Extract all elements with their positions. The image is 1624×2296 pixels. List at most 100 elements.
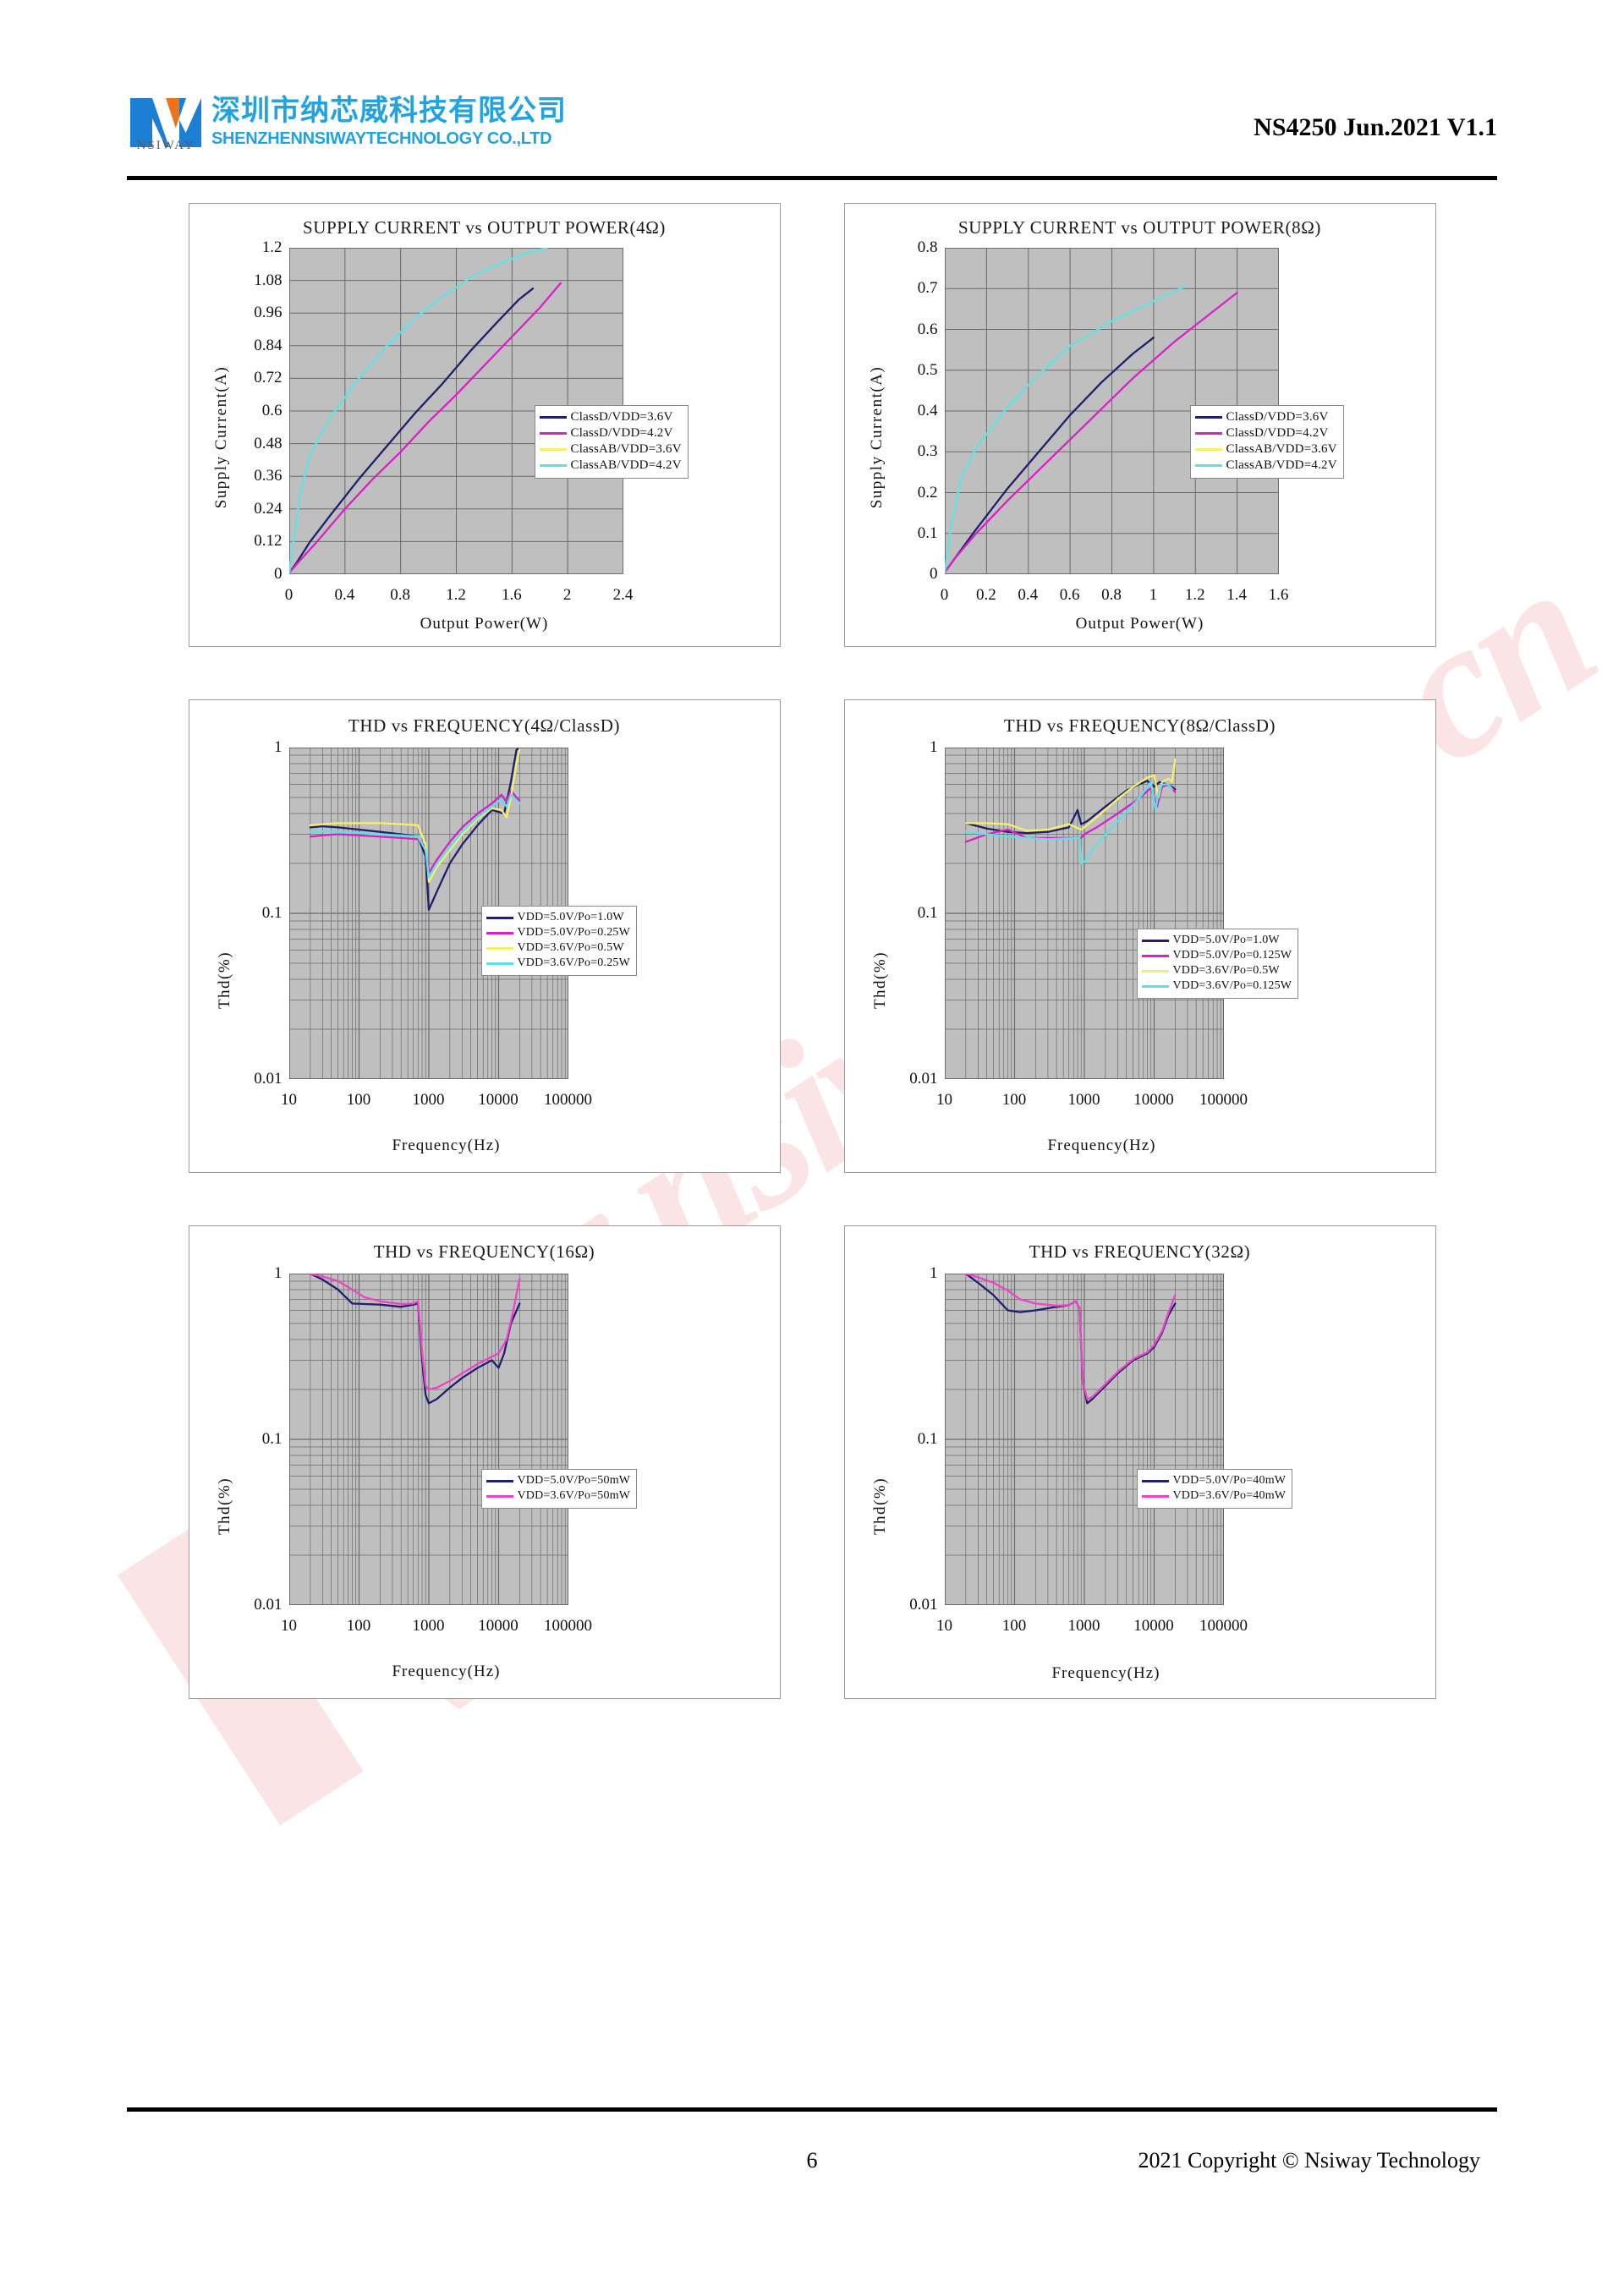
- legend-item: VDD=5.0V/Po=0.25W: [486, 925, 631, 940]
- x-axis-tick: 1.2: [446, 586, 466, 604]
- chart-title: SUPPLY CURRENT vs OUTPUT POWER(8Ω): [957, 217, 1322, 238]
- chart-legend: VDD=5.0V/Po=50mW VDD=3.6V/Po=50mW: [480, 1469, 638, 1509]
- y-axis-tick: 1: [274, 738, 283, 756]
- chart-xlabel: Frequency(Hz): [1051, 1664, 1160, 1682]
- x-axis-tick: 100000: [544, 1617, 592, 1635]
- y-axis-tick: 0.8: [917, 238, 938, 256]
- page-header: NSIWAY 深圳市纳芯威科技有限公司 SHENZHENNSIWAYTECHNO…: [127, 95, 1497, 173]
- chart-panel-supply-current-8ohm: SUPPLY CURRENT vs OUTPUT POWER(8Ω) Suppl…: [843, 203, 1436, 647]
- chart-title: SUPPLY CURRENT vs OUTPUT POWER(4Ω): [302, 217, 667, 238]
- page-footer: 6 2021 Copyright © Nsiway Technology: [127, 2148, 1497, 2182]
- chart-xlabel: Frequency(Hz): [392, 1137, 501, 1154]
- chart-ylabel: Thd(%): [215, 1477, 233, 1536]
- y-axis-tick: 0.6: [261, 402, 283, 419]
- x-axis-tick: 0: [284, 586, 294, 604]
- chart-ylabel: Thd(%): [215, 951, 233, 1010]
- y-axis-tick: 0.1: [917, 523, 938, 542]
- chart-panel-thd-8ohm-classd: THD vs FREQUENCY(8Ω/ClassD) Thd(%) 0.01 0…: [843, 699, 1436, 1173]
- y-axis-tick: 0.1: [917, 1430, 938, 1448]
- x-axis-tick: 0: [940, 586, 949, 604]
- chart-legend: ClassD/VDD=3.6V ClassD/VDD=4.2V ClassAB/VD…: [1189, 405, 1344, 479]
- legend-item: VDD=5.0V/Po=0.125W: [1141, 948, 1292, 963]
- x-axis-tick: 100: [1001, 1091, 1027, 1109]
- legend-item: VDD=3.6V/Po=0.5W: [1141, 963, 1292, 978]
- legend-color-swatch: [1194, 432, 1222, 435]
- x-axis-tick: 10: [936, 1617, 952, 1635]
- legend-label: ClassD/VDD=3.6V: [570, 410, 673, 424]
- y-axis-tick: 0.3: [917, 442, 938, 461]
- legend-color-swatch: [539, 464, 567, 467]
- x-axis-tick: 0.4: [1018, 586, 1039, 604]
- x-axis-tick: 10: [936, 1091, 952, 1109]
- x-axis-tick: 1.2: [1184, 586, 1205, 604]
- legend-color-swatch: [486, 962, 513, 965]
- x-axis-tick: 0.4: [334, 586, 355, 604]
- charts-row-3: THD vs FREQUENCY(16Ω) Thd(%) 0.01 0.1 1 10…: [0, 1225, 1624, 1699]
- x-axis-tick: 10: [281, 1617, 297, 1635]
- x-axis-tick: 10000: [1133, 1617, 1174, 1635]
- y-axis-tick: 0.1: [261, 904, 283, 922]
- y-axis-tick: 0.1: [917, 904, 938, 922]
- chart-xlabel: Output Power(W): [1075, 615, 1204, 633]
- y-axis-tick: 0.48: [254, 434, 283, 452]
- x-axis-tick: 0.2: [976, 586, 996, 604]
- legend-color-swatch: [486, 916, 513, 919]
- legend-color-swatch: [1141, 939, 1169, 942]
- charts-row-2: THD vs FREQUENCY(4Ω/ClassD) Thd(%) 0.01 0…: [0, 699, 1624, 1173]
- x-axis-tick: 10: [281, 1091, 297, 1109]
- legend-item: VDD=5.0V/Po=1.0W: [486, 910, 631, 925]
- y-axis-tick: 0.5: [917, 360, 938, 379]
- legend-item: VDD=3.6V/Po=0.25W: [486, 956, 631, 971]
- chart-title: THD vs FREQUENCY(4Ω/ClassD): [348, 715, 621, 736]
- x-axis-tick: 1.6: [501, 586, 522, 604]
- y-axis-tick: 0.01: [909, 1070, 938, 1088]
- legend-item: VDD=3.6V/Po=0.125W: [1141, 978, 1292, 994]
- y-axis-tick: 0.12: [254, 532, 283, 551]
- header-divider: [127, 176, 1497, 180]
- chart-xlabel: Output Power(W): [420, 615, 549, 633]
- legend-label: VDD=5.0V/Po=50mW: [517, 1474, 631, 1487]
- legend-color-swatch: [486, 1494, 513, 1498]
- y-axis-tick: 0.01: [254, 1070, 283, 1088]
- legend-label: VDD=5.0V/Po=40mW: [1172, 1474, 1287, 1487]
- legend-label: ClassAB/VDD=3.6V: [1226, 442, 1337, 456]
- y-axis-tick: 1.08: [254, 271, 283, 289]
- chart-ylabel: Thd(%): [870, 1477, 889, 1536]
- legend-label: ClassD/VDD=3.6V: [1226, 410, 1329, 424]
- chart-xlabel: Frequency(Hz): [1047, 1137, 1156, 1154]
- company-logo: NSIWAY 深圳市纳芯威科技有限公司 SHENZHENNSIWAYTECHNO…: [127, 95, 567, 162]
- legend-label: VDD=5.0V/Po=0.125W: [1172, 949, 1292, 962]
- legend-label: VDD=3.6V/Po=0.5W: [1172, 964, 1280, 977]
- x-axis-tick: 10000: [478, 1091, 518, 1109]
- y-axis-tick: 0.01: [909, 1596, 938, 1614]
- document-id: NS4250 Jun.2021 V1.1: [1254, 113, 1497, 141]
- y-axis-tick: 1.2: [261, 238, 283, 256]
- charts-row-1: SUPPLY CURRENT vs OUTPUT POWER(4Ω) Suppl…: [0, 203, 1624, 647]
- y-axis-tick: 0.4: [917, 402, 938, 419]
- charts-area: SUPPLY CURRENT vs OUTPUT POWER(4Ω) Suppl…: [0, 203, 1624, 1751]
- y-axis-tick: 0.01: [254, 1596, 283, 1614]
- legend-color-swatch: [1141, 1479, 1169, 1482]
- legend-label: VDD=3.6V/Po=0.125W: [1172, 979, 1292, 992]
- x-axis-tick: 1000: [412, 1091, 445, 1109]
- legend-item: ClassD/VDD=3.6V: [539, 409, 682, 425]
- x-axis-tick: 2.4: [612, 586, 634, 604]
- legend-color-swatch: [1141, 954, 1169, 957]
- legend-color-swatch: [1194, 464, 1222, 467]
- x-axis-tick: 0.8: [390, 586, 411, 604]
- y-axis-tick: 0.72: [254, 369, 283, 387]
- legend-item: VDD=3.6V/Po=50mW: [486, 1488, 631, 1504]
- legend-label: ClassD/VDD=4.2V: [570, 426, 673, 440]
- legend-color-swatch: [486, 1479, 513, 1482]
- x-axis-tick: 1.4: [1226, 586, 1247, 604]
- legend-label: VDD=3.6V/Po=0.25W: [517, 956, 631, 969]
- legend-color-swatch: [486, 931, 513, 934]
- y-axis-tick: 0: [274, 565, 283, 583]
- y-axis-tick: 1: [274, 1264, 283, 1282]
- legend-color-swatch: [1141, 1494, 1169, 1498]
- legend-color-swatch: [539, 448, 567, 451]
- y-axis-tick: 0.84: [254, 336, 283, 354]
- legend-item: ClassAB/VDD=4.2V: [1194, 458, 1337, 474]
- legend-item: VDD=5.0V/Po=40mW: [1141, 1473, 1287, 1488]
